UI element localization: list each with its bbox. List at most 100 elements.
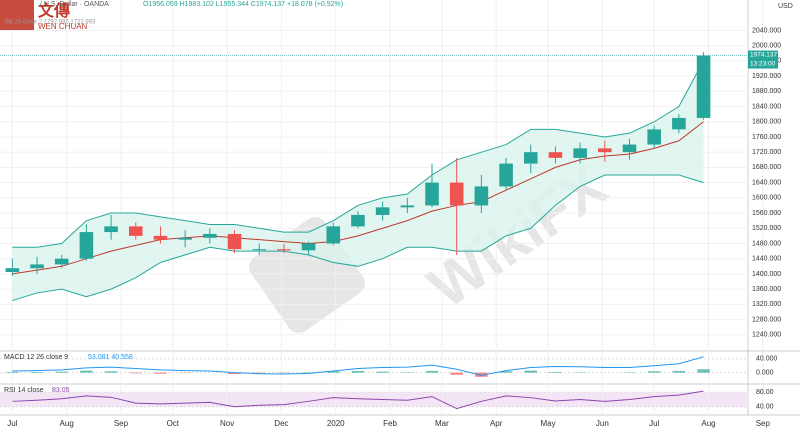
y-tick-label: 0.000 [756,370,774,377]
macd-bar [55,371,68,373]
candle-body [30,264,44,269]
macd-bar [104,371,118,373]
macd-bar [154,372,167,374]
candle-body [326,226,341,244]
macd-title: MACD 12 26 close 9 [4,354,68,361]
y-tick-label: 1440.000 [752,256,781,263]
logo-cn: 文傳 [38,1,70,20]
candle-body [104,226,118,233]
candle-body [647,129,661,145]
y-tick-label: 1640.000 [752,179,781,186]
y-tick-label: 40.000 [756,356,778,363]
countdown: 13:23:00 [750,60,776,67]
macd-bar [549,371,562,373]
x-tick-label: 2020 [327,419,345,428]
candle-body [375,207,390,215]
macd-bar [499,371,513,373]
ohlc: O1956.059 H1983.102 L1955.344 C1974.137 … [143,1,343,8]
y-tick-label: 1480.000 [752,240,781,247]
candle-body [400,205,415,208]
band-line [12,60,705,248]
y-tick-label: 1840.000 [752,103,781,110]
candle-body [351,214,365,227]
candle-body [598,148,612,153]
candle-body [203,233,217,238]
macd-bar [425,370,439,373]
y-tick-label: 1680.000 [752,164,781,171]
band-line [12,174,704,302]
macd-bar [30,371,44,373]
y-tick-label: 2000.000 [752,42,781,49]
candle-body [54,258,69,265]
band-line [12,121,704,275]
currency: USD [778,3,793,10]
y-tick-label: 1920.000 [752,73,781,80]
rsi-readout: 83.05 [52,387,70,394]
x-tick-label: Jul [649,419,659,428]
macd-bar [327,371,340,373]
y-tick-label: 1560.000 [752,210,781,217]
candle-body [301,243,316,251]
candle-body [227,233,242,250]
candle-body [128,226,143,236]
macd-bar [129,372,142,374]
macd-bar [672,370,686,373]
bands-readout: BB 20 close 2 1792.995 1722.993 [5,20,96,26]
y-tick-label: 1360.000 [752,286,781,293]
macd-bar [351,370,365,373]
macd-bar [648,371,661,373]
symbol: / U.S. Dollar · OANDA [40,1,109,8]
macd-line [12,356,704,376]
logo-mark [0,0,34,30]
macd-bar [6,371,19,373]
x-tick-label: Jun [596,419,609,428]
y-tick-label: 1280.000 [752,316,781,323]
macd-bar [450,372,463,375]
logo-en: WEN CHUAN [38,22,88,31]
candle-body [425,182,439,206]
candle-body [474,186,489,206]
macd-bar [697,369,710,373]
x-tick-label: Aug [60,419,74,428]
macd-bar [228,372,241,375]
candle-body [79,232,94,259]
macd-readout: 53.081 40.558 [88,354,133,361]
candle-body [153,235,168,240]
x-tick-label: Oct [167,419,180,428]
candle-body [277,249,291,251]
last-price-box [748,50,778,69]
x-tick-label: Mar [435,419,449,428]
x-tick-label: Jul [7,419,17,428]
x-tick-label: Apr [490,419,503,428]
last-price: 1974.137 [750,51,777,58]
candle-body [5,268,20,273]
candle-body [523,152,538,164]
candle-body [449,182,464,206]
y-tick-label: 1880.000 [752,88,781,95]
x-tick-label: Aug [701,419,715,428]
x-tick-label: Dec [274,419,288,428]
candle-body [696,55,711,118]
candle-body [178,237,192,240]
y-tick-label: 1320.000 [752,301,781,308]
candle-body [622,144,637,153]
x-tick-label: Sep [756,419,771,428]
macd-bar [475,372,488,377]
macd-bar [80,370,93,373]
candle-body [672,117,686,130]
candle-body [252,249,266,251]
x-tick-label: Sep [114,419,129,428]
candle-body [573,148,587,158]
x-tick-label: May [540,419,555,428]
candle-body [548,152,563,158]
macd-bar [524,370,537,373]
y-tick-label: 1760.000 [752,134,781,141]
y-tick-label: 1720.000 [752,149,781,156]
candle-body [499,163,513,187]
x-tick-label: Nov [220,419,234,428]
y-tick-label: 1600.000 [752,195,781,202]
x-tick-label: Feb [383,419,397,428]
y-tick-label: 1240.000 [752,332,781,339]
y-tick-label: 40.00 [756,404,774,411]
